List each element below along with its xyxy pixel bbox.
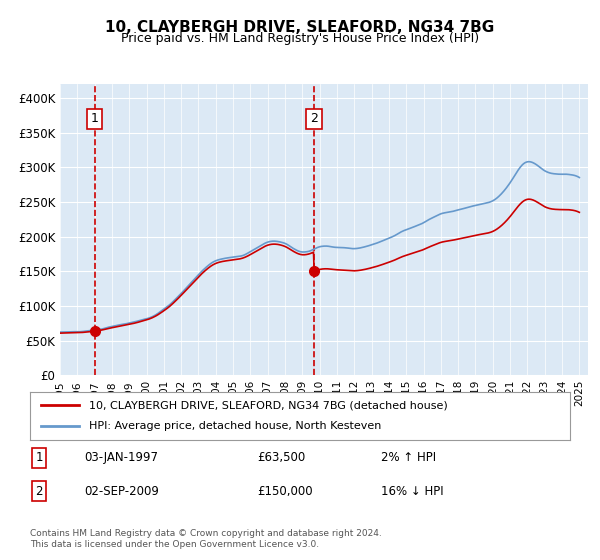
- Text: Price paid vs. HM Land Registry's House Price Index (HPI): Price paid vs. HM Land Registry's House …: [121, 32, 479, 45]
- Text: Contains HM Land Registry data © Crown copyright and database right 2024.
This d: Contains HM Land Registry data © Crown c…: [30, 529, 382, 549]
- Text: 02-SEP-2009: 02-SEP-2009: [84, 485, 159, 498]
- Text: 1: 1: [35, 451, 43, 464]
- Text: 03-JAN-1997: 03-JAN-1997: [84, 451, 158, 464]
- Text: £150,000: £150,000: [257, 485, 313, 498]
- Text: 16% ↓ HPI: 16% ↓ HPI: [381, 485, 443, 498]
- Text: 10, CLAYBERGH DRIVE, SLEAFORD, NG34 7BG: 10, CLAYBERGH DRIVE, SLEAFORD, NG34 7BG: [106, 20, 494, 35]
- Text: HPI: Average price, detached house, North Kesteven: HPI: Average price, detached house, Nort…: [89, 421, 382, 431]
- Text: 2: 2: [310, 113, 318, 125]
- Text: 2: 2: [35, 485, 43, 498]
- Text: £63,500: £63,500: [257, 451, 305, 464]
- Text: 1: 1: [91, 113, 98, 125]
- Text: 10, CLAYBERGH DRIVE, SLEAFORD, NG34 7BG (detached house): 10, CLAYBERGH DRIVE, SLEAFORD, NG34 7BG …: [89, 400, 448, 410]
- Text: 2% ↑ HPI: 2% ↑ HPI: [381, 451, 436, 464]
